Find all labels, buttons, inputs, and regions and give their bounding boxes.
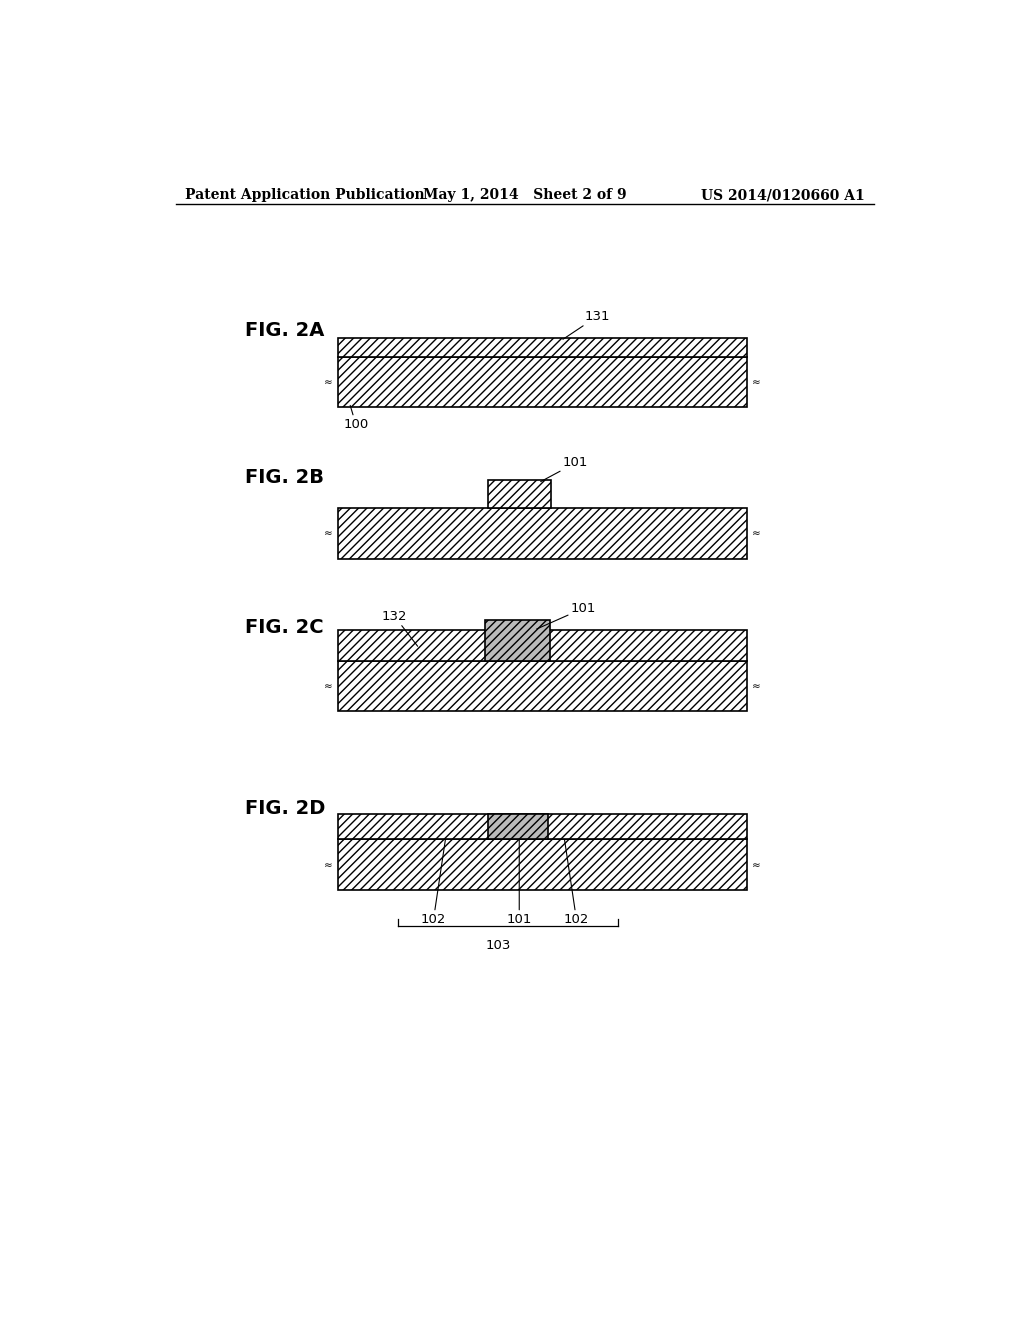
Text: ≈: ≈ — [753, 378, 761, 387]
Bar — [338, 660, 748, 711]
Text: 101: 101 — [507, 840, 531, 925]
Text: Patent Application Publication: Patent Application Publication — [185, 189, 425, 202]
Text: 101: 101 — [541, 457, 588, 482]
Bar — [338, 508, 748, 558]
Bar — [338, 840, 748, 890]
Bar — [485, 620, 550, 660]
Bar — [338, 356, 748, 408]
Text: 103: 103 — [485, 939, 511, 952]
Text: 102: 102 — [421, 840, 446, 925]
Bar — [338, 630, 748, 660]
Text: 101: 101 — [537, 602, 596, 630]
Text: ≈: ≈ — [753, 681, 761, 690]
Text: ≈: ≈ — [325, 378, 333, 387]
Text: FIG. 2D: FIG. 2D — [246, 799, 326, 817]
Text: 132: 132 — [382, 610, 418, 647]
Bar — [338, 814, 748, 840]
Text: ≈: ≈ — [753, 528, 761, 539]
Bar — [338, 338, 748, 356]
Text: ≈: ≈ — [325, 681, 333, 690]
Text: ≈: ≈ — [325, 859, 333, 870]
Text: 102: 102 — [563, 840, 589, 925]
Bar — [487, 479, 551, 508]
Text: ≈: ≈ — [753, 859, 761, 870]
Text: US 2014/0120660 A1: US 2014/0120660 A1 — [700, 189, 864, 202]
Text: FIG. 2B: FIG. 2B — [246, 469, 325, 487]
Text: 100: 100 — [343, 405, 369, 430]
Text: ≈: ≈ — [325, 528, 333, 539]
Text: FIG. 2C: FIG. 2C — [246, 618, 324, 636]
Bar — [488, 814, 548, 840]
Text: FIG. 2A: FIG. 2A — [246, 321, 325, 341]
Text: May 1, 2014   Sheet 2 of 9: May 1, 2014 Sheet 2 of 9 — [423, 189, 627, 202]
Text: 131: 131 — [563, 310, 610, 339]
